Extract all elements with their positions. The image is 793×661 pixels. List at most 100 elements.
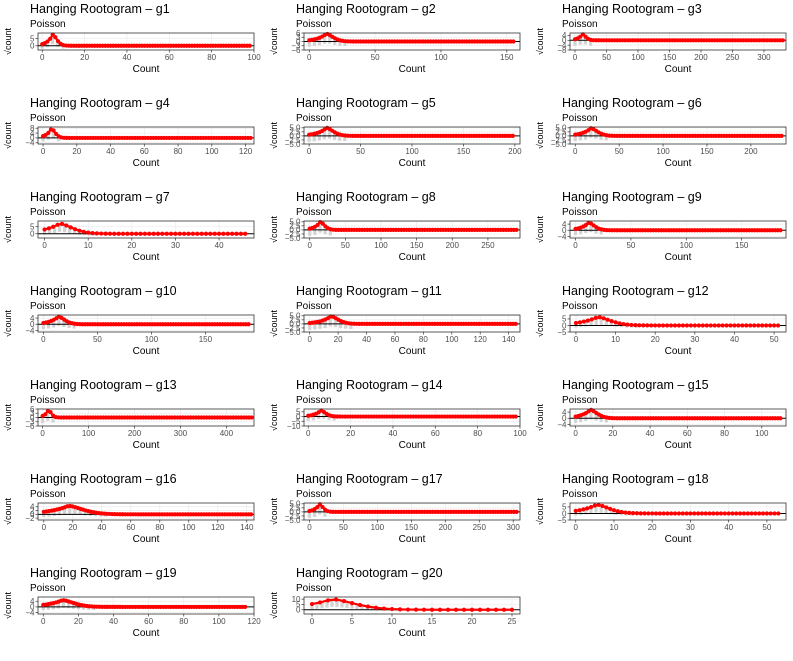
expected-point: [151, 231, 156, 236]
observed-bar: [579, 509, 583, 516]
x-tick-label: 10: [611, 335, 620, 344]
y-axis-label: √count: [3, 498, 13, 525]
y-tick-label: 4: [30, 503, 35, 512]
expected-point: [50, 32, 55, 37]
panel-border: [303, 408, 521, 427]
observed-bar: [328, 316, 332, 327]
y-tick-label: 4: [30, 314, 35, 323]
x-tick-label: 150: [405, 523, 419, 532]
observed-bar: [573, 39, 577, 46]
expected-point: [315, 505, 320, 510]
observed-bar: [306, 415, 310, 421]
observed-bar: [360, 605, 364, 610]
expected-point: [405, 607, 411, 612]
x-tick-label: 10: [84, 241, 93, 250]
y-tick-label: 0: [30, 603, 35, 612]
expected-point: [617, 321, 622, 326]
expected-point: [160, 231, 165, 236]
expected-series: [572, 32, 785, 43]
expected-series: [573, 502, 781, 516]
expected-series: [573, 220, 783, 233]
panel-title: Hanging Rootogram – g9: [562, 190, 702, 204]
observed-bar: [344, 322, 348, 329]
y-tick-label: 2.5: [289, 504, 301, 513]
panel-subtitle: Poisson: [296, 207, 332, 218]
observed-bar: [311, 414, 316, 421]
x-tick-label: 20: [80, 53, 89, 62]
rootogram-svg-g10: Hanging Rootogram – g10 Poisson 0 50 100 150 −…: [3, 284, 255, 357]
expected-point: [129, 231, 134, 236]
expected-point: [357, 602, 363, 608]
x-tick-label: 40: [388, 429, 397, 438]
y-tick-label: 0: [30, 510, 35, 519]
x-tick-label: 60: [431, 429, 440, 438]
observed-bar: [50, 34, 55, 45]
expected-point: [711, 511, 716, 516]
panel-border: [37, 126, 255, 145]
expected-point: [749, 511, 754, 516]
y-tick-label: 0: [296, 606, 301, 615]
expected-point: [173, 231, 178, 236]
observed-bar: [604, 507, 608, 514]
expected-point: [514, 509, 519, 514]
x-tick-label: 60: [126, 523, 135, 532]
observed-bar: [589, 39, 593, 46]
x-axis-label: Count: [399, 534, 426, 545]
y-tick-label: 5: [562, 503, 567, 512]
x-axis-label: Count: [665, 440, 692, 451]
observed-bar: [589, 319, 593, 326]
x-tick-label: 50: [770, 335, 779, 344]
expected-point: [365, 604, 371, 609]
rootogram-panel-g1: Hanging Rootogram – g1 Poisson 0 20 40 60 80 10…: [3, 0, 294, 92]
expected-series: [307, 502, 519, 514]
expected-point: [661, 323, 666, 328]
observed-bar: [41, 604, 45, 611]
y-axis-label: √count: [269, 498, 279, 525]
x-tick-label: 20: [334, 335, 343, 344]
x-tick-label: 60: [144, 617, 153, 626]
expected-point: [653, 511, 659, 516]
y-tick-label: −5.0: [285, 516, 301, 525]
panel-subtitle: Poisson: [562, 207, 598, 218]
observed-bar: [313, 226, 317, 235]
observed-bar: [578, 133, 583, 141]
y-tick-label: −5.0: [285, 234, 301, 243]
x-tick-label: 40: [97, 523, 106, 532]
y-tick-label: 0.0: [289, 132, 301, 141]
expected-point: [164, 231, 169, 236]
expected-point: [46, 130, 51, 135]
x-tick-label: 0: [573, 53, 578, 62]
expected-point: [642, 511, 647, 516]
panel-subtitle: Poisson: [562, 301, 598, 312]
observed-bar: [614, 510, 618, 515]
rootogram-svg-g11: Hanging Rootogram – g11 Poisson 0 20 40 60 80 1…: [269, 284, 521, 357]
observed-bar: [338, 40, 342, 46]
expected-series: [42, 221, 248, 236]
expected-point: [744, 323, 749, 328]
observed-bar: [57, 316, 61, 326]
x-tick-label: 40: [362, 335, 371, 344]
x-tick-label: 25: [508, 617, 517, 626]
observed-bar: [83, 510, 87, 516]
x-tick-label: 100: [371, 523, 385, 532]
observed-bar: [310, 604, 314, 610]
observed-bar: [584, 413, 588, 422]
x-axis-label: Count: [665, 534, 692, 545]
expected-point: [513, 414, 518, 419]
expected-point: [107, 231, 113, 236]
expected-point: [625, 322, 630, 327]
x-tick-label: 200: [694, 53, 708, 62]
expected-point: [469, 607, 475, 612]
panel-border: [37, 502, 255, 521]
panel-border: [37, 596, 255, 615]
observed-bar: [345, 601, 349, 608]
observed-bar: [609, 509, 613, 515]
observed-bars: [306, 411, 336, 421]
expected-point: [373, 605, 379, 610]
x-tick-label: 0: [41, 617, 46, 626]
rootogram-panel-g13: Hanging Rootogram – g13 Poisson 0 100 200 300…: [3, 376, 294, 468]
observed-bar: [88, 511, 93, 517]
expected-point: [601, 316, 606, 321]
